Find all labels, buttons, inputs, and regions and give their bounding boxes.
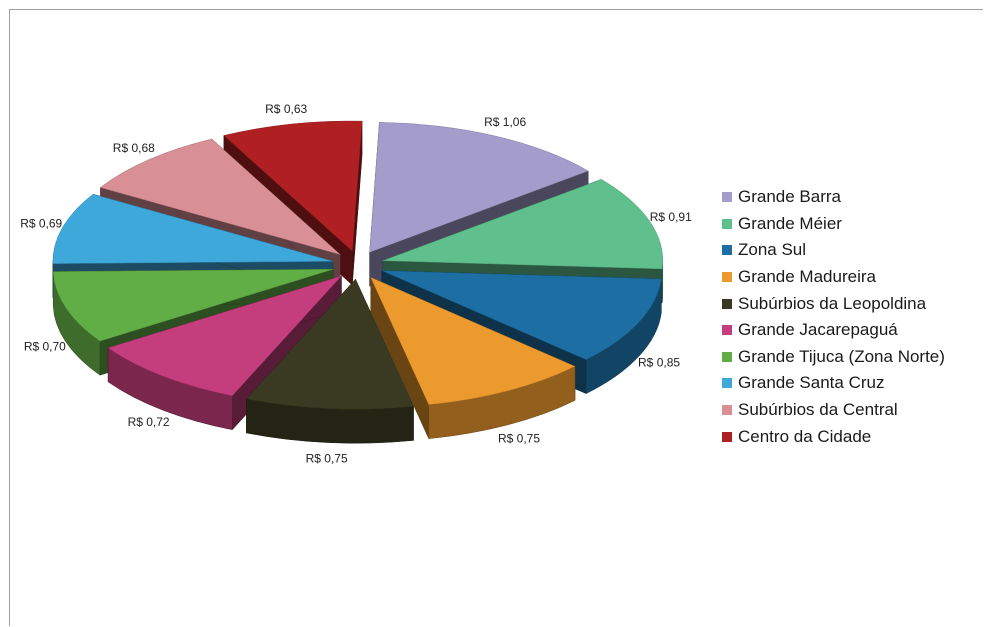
legend-swatch (722, 325, 732, 336)
slice-value-label: R$ 0,85 (638, 356, 680, 370)
legend-item: Grande Jacarepaguá (722, 317, 945, 344)
slice-value-label: R$ 0,91 (650, 210, 692, 224)
legend-label: Grande Tijuca (Zona Norte) (738, 346, 945, 366)
legend-swatch (722, 192, 732, 203)
pie-slice (245, 278, 414, 444)
slice-value-label: R$ 0,69 (20, 217, 62, 231)
legend-item: Subúrbios da Central (722, 397, 945, 424)
legend-item: Subúrbios da Leopoldina (722, 290, 945, 317)
legend-item: Zona Sul (722, 237, 945, 264)
chart-frame (9, 9, 983, 626)
legend-label: Grande Barra (738, 187, 841, 207)
legend-label: Subúrbios da Leopoldina (738, 293, 927, 313)
legend-label: Grande Santa Cruz (738, 373, 885, 393)
legend-label: Subúrbios da Central (738, 400, 898, 420)
pie-chart: R$ 1,06 R$ 0,91 R$ 0,85 R$ 0,75 R$ 0,75 R$ 0,… (20, 102, 692, 465)
slice-value-label: R$ 0,70 (24, 340, 66, 354)
legend-label: Grande Madureira (738, 267, 876, 287)
legend-swatch (722, 272, 732, 283)
legend-swatch (722, 298, 732, 309)
pie-slice (370, 276, 576, 439)
slice-value-label: R$ 0,75 (498, 431, 540, 445)
slice-value-label: R$ 0,68 (113, 141, 155, 155)
legend-label: Zona Sul (738, 240, 807, 260)
legend-swatch (722, 351, 732, 362)
slice-value-label: R$ 0,72 (128, 415, 170, 429)
legend-label: Grande Méier (738, 213, 842, 233)
slice-value-label: R$ 0,63 (265, 102, 307, 116)
legend-item: Grande Méier (722, 211, 945, 238)
slice-value-label: R$ 0,75 (306, 451, 348, 465)
legend-item: Grande Barra (722, 184, 945, 211)
legend-swatch (722, 405, 732, 416)
legend-item: Grande Madureira (722, 264, 945, 291)
legend-item: Grande Santa Cruz (722, 370, 945, 397)
legend-item: Centro da Cidade (722, 423, 945, 450)
legend-swatch (722, 431, 732, 442)
legend-swatch (722, 378, 732, 389)
legend-swatch (722, 218, 732, 229)
pie-slice (381, 270, 662, 395)
legend-label: Grande Jacarepaguá (738, 320, 898, 340)
legend-label: Centro da Cidade (738, 426, 872, 446)
legend: Grande Barra Grande Méier Zona Sul Grande M… (722, 184, 945, 450)
legend-item: Grande Tijuca (Zona Norte) (722, 344, 945, 371)
slice-value-label: R$ 1,06 (484, 115, 526, 129)
legend-swatch (722, 245, 732, 256)
